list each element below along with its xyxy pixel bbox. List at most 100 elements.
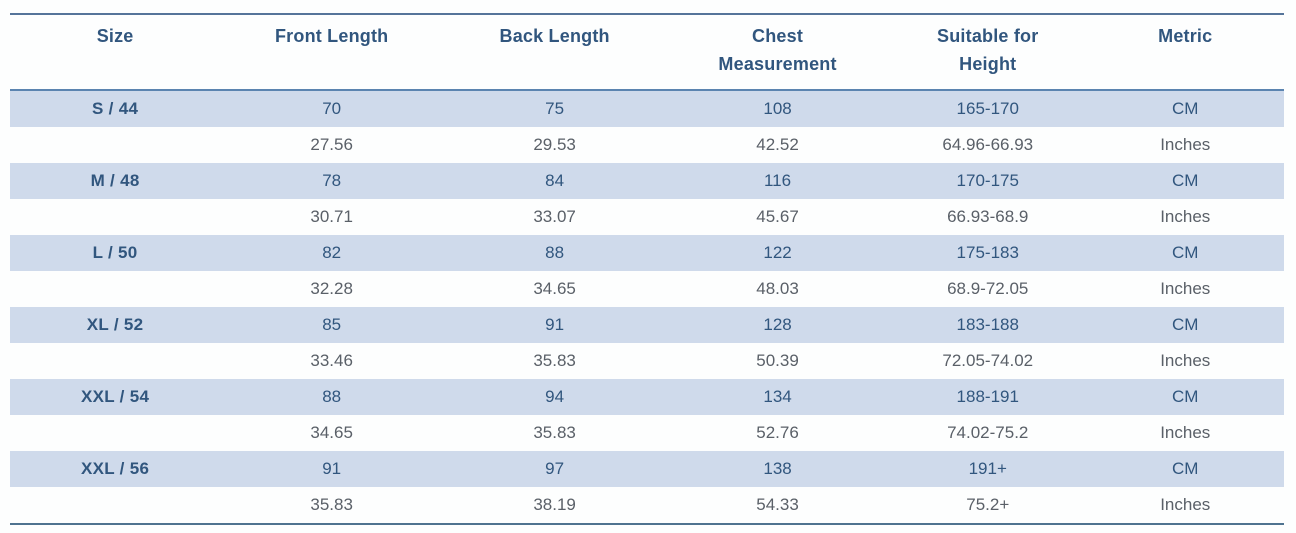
cell-size (10, 487, 221, 525)
cell-suitable-for-height: 191+ (968, 459, 1007, 478)
column-header-size: Size (10, 14, 221, 91)
cell-metric: Inches (1160, 207, 1211, 226)
cell-chest-measurement: 128 (763, 315, 792, 334)
cell-back-length: 88 (545, 243, 565, 262)
cell-back-length: 97 (545, 459, 565, 478)
cell-suitable-for-height: 75.2+ (889, 487, 1087, 525)
cell-chest-measurement: 138 (763, 459, 792, 478)
cell-metric: Inches (1086, 487, 1284, 525)
size-table-body: S / 44 70 75 108 165-170 CM 27.56 29.53 … (10, 90, 1284, 525)
table-header: Size Front Length Back Length Chest Meas… (10, 14, 1284, 91)
cell-metric: CM (1172, 99, 1199, 118)
cell-size: XXL / 54 (80, 387, 150, 406)
cell-chest-measurement: 134 (763, 387, 792, 406)
cell-back-length: 33.07 (533, 207, 576, 226)
cell-front-length: 35.83 (220, 487, 444, 525)
column-header-chest-measurement-label: Chest Measurement (718, 26, 837, 74)
cell-back-length: 94 (545, 387, 565, 406)
column-header-suitable-for-height: Suitable for Height (889, 14, 1087, 91)
cell-back-length: 35.83 (533, 351, 576, 370)
cell-metric: CM (1172, 315, 1199, 334)
column-header-back-length-label: Back Length (499, 26, 610, 46)
cell-chest-measurement: 50.39 (756, 351, 799, 370)
table-row: M / 48 78 84 116 170-175 CM (10, 163, 1284, 199)
cell-size (10, 415, 220, 451)
table-row: S / 44 70 75 108 165-170 CM (10, 90, 1284, 127)
table-row: 27.56 29.53 42.52 64.96-66.93 Inches (10, 127, 1284, 163)
table-row: 30.71 33.07 45.67 66.93-68.9 Inches (10, 199, 1284, 235)
cell-chest-measurement: 54.33 (666, 487, 890, 525)
table-row: 35.83 38.19 54.33 75.2+ Inches (10, 487, 1284, 525)
cell-suitable-for-height: 170-175 (956, 171, 1019, 190)
size-chart-table: Size Front Length Back Length Chest Meas… (10, 13, 1284, 525)
header-row: Size Front Length Back Length Chest Meas… (10, 14, 1284, 91)
cell-metric: Inches (1160, 423, 1211, 442)
cell-suitable-for-height: 66.93-68.9 (947, 207, 1029, 226)
cell-metric: Inches (1160, 351, 1211, 370)
cell-front-length: 34.65 (310, 423, 353, 442)
table-row: XXL / 54 88 94 134 188-191 CM (10, 379, 1284, 415)
cell-suitable-for-height: 74.02-75.2 (947, 423, 1029, 442)
cell-size: M / 48 (90, 171, 140, 190)
cell-chest-measurement: 122 (763, 243, 792, 262)
cell-size (10, 199, 220, 235)
cell-front-length: 30.71 (310, 207, 353, 226)
cell-size (10, 271, 220, 307)
cell-suitable-for-height: 175-183 (956, 243, 1019, 262)
table-row: 32.28 34.65 48.03 68.9-72.05 Inches (10, 271, 1284, 307)
table-row: 34.65 35.83 52.76 74.02-75.2 Inches (10, 415, 1284, 451)
column-header-front-length: Front Length (220, 14, 444, 91)
cell-metric: CM (1172, 171, 1199, 190)
column-header-size-label: Size (96, 26, 134, 46)
cell-metric: CM (1172, 459, 1199, 478)
cell-back-length: 75 (545, 99, 565, 118)
cell-back-length: 34.65 (533, 279, 576, 298)
cell-chest-measurement: 48.03 (756, 279, 799, 298)
cell-suitable-for-height: 64.96-66.93 (942, 135, 1034, 154)
cell-front-length: 70 (322, 99, 342, 118)
cell-chest-measurement: 45.67 (756, 207, 799, 226)
cell-back-length: 35.83 (533, 423, 576, 442)
cell-back-length: 84 (545, 171, 565, 190)
cell-size (10, 343, 220, 379)
column-header-metric-label: Metric (1158, 26, 1213, 46)
cell-size (10, 127, 220, 163)
cell-front-length: 91 (322, 459, 342, 478)
column-header-chest-measurement: Chest Measurement (666, 14, 890, 91)
cell-suitable-for-height: 165-170 (956, 99, 1019, 118)
table-row: XXL / 56 91 97 138 191+ CM (10, 451, 1284, 487)
cell-chest-measurement: 42.52 (756, 135, 799, 154)
cell-size: S / 44 (91, 99, 139, 118)
cell-back-length: 38.19 (443, 487, 667, 525)
cell-size: L / 50 (92, 243, 138, 262)
cell-front-length: 88 (322, 387, 342, 406)
cell-metric: Inches (1160, 279, 1211, 298)
cell-chest-measurement: 108 (763, 99, 792, 118)
cell-suitable-for-height: 68.9-72.05 (947, 279, 1029, 298)
cell-size: XXL / 56 (80, 459, 150, 478)
table-row: L / 50 82 88 122 175-183 CM (10, 235, 1284, 271)
cell-front-length: 32.28 (310, 279, 353, 298)
size-chart-table-container: Size Front Length Back Length Chest Meas… (10, 13, 1284, 525)
cell-suitable-for-height: 72.05-74.02 (942, 351, 1034, 370)
cell-metric: CM (1172, 243, 1199, 262)
cell-front-length: 82 (322, 243, 342, 262)
column-header-back-length: Back Length (443, 14, 667, 91)
cell-suitable-for-height: 188-191 (956, 387, 1019, 406)
cell-front-length: 85 (322, 315, 342, 334)
cell-front-length: 33.46 (310, 351, 353, 370)
column-header-suitable-for-height-label: Suitable for Height (937, 26, 1039, 74)
cell-size: XL / 52 (86, 315, 144, 334)
cell-front-length: 78 (322, 171, 342, 190)
cell-suitable-for-height: 183-188 (956, 315, 1019, 334)
cell-metric: Inches (1160, 135, 1211, 154)
column-header-metric: Metric (1086, 14, 1284, 91)
table-row: XL / 52 85 91 128 183-188 CM (10, 307, 1284, 343)
cell-chest-measurement: 52.76 (756, 423, 799, 442)
cell-metric: CM (1172, 387, 1199, 406)
column-header-front-length-label: Front Length (274, 26, 389, 46)
cell-chest-measurement: 116 (763, 171, 792, 190)
cell-back-length: 91 (545, 315, 565, 334)
cell-front-length: 27.56 (310, 135, 353, 154)
